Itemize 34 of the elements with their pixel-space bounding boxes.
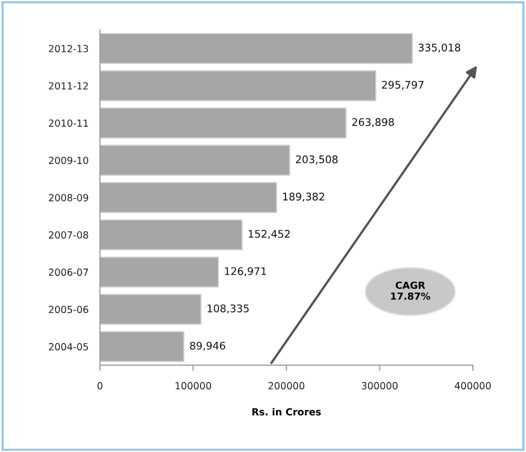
- y-tick-label: 2009-10: [48, 156, 88, 164]
- bar: [100, 70, 376, 102]
- data-label: 203,508: [296, 155, 338, 164]
- data-label: 189,382: [283, 192, 324, 202]
- x-tick-label: 300000: [362, 382, 398, 390]
- bar: [100, 294, 202, 325]
- x-axis-title: Rs. in Crores: [252, 408, 321, 416]
- data-label: 295,797: [382, 80, 424, 90]
- y-tick-label: 2008-09: [48, 194, 88, 202]
- data-label: 152,452: [248, 230, 290, 239]
- y-tick-label: 2010-11: [48, 119, 88, 127]
- y-tick-label: 2011-12: [48, 82, 88, 90]
- bar: [100, 219, 243, 250]
- data-label: 89,946: [190, 342, 226, 351]
- x-tick-label: 400000: [454, 382, 491, 390]
- y-tick-label: 2006-07: [48, 268, 88, 276]
- x-tick-label: 0: [97, 382, 102, 390]
- bar: [100, 182, 278, 213]
- annotation: CAGR 17.87%: [391, 282, 430, 300]
- bar: [100, 144, 290, 176]
- data-label: 335,018: [418, 44, 460, 53]
- y-tick-label: 2007-08: [48, 231, 88, 239]
- y-tick-label: 2012-13: [48, 44, 88, 52]
- y-tick-label: 2005-06: [48, 306, 88, 314]
- bar: [100, 33, 413, 64]
- data-label: 108,335: [208, 304, 249, 314]
- bar: [100, 108, 347, 138]
- x-tick-label: 100000: [176, 382, 212, 390]
- data-label: 263,898: [352, 118, 394, 128]
- bar: [100, 331, 184, 362]
- data-label: 126,971: [225, 267, 266, 276]
- x-tick-label: 200000: [268, 382, 304, 390]
- y-tick-label: 2004-05: [48, 343, 88, 350]
- bar: [100, 256, 219, 288]
